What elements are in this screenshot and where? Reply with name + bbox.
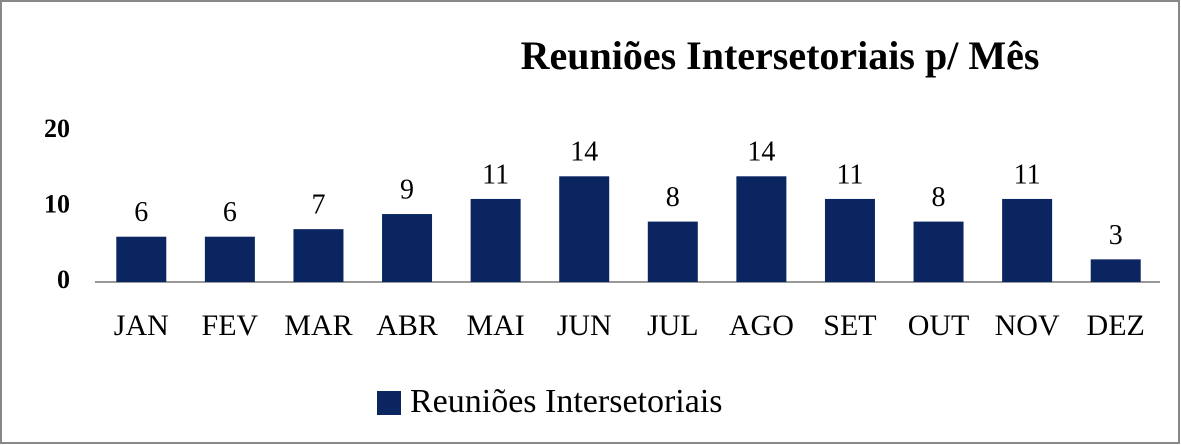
x-tick-label: MAI (466, 309, 524, 342)
bar (647, 221, 698, 282)
bar (293, 229, 344, 282)
data-label: 7 (311, 190, 325, 221)
x-tick-label: AGO (729, 309, 794, 342)
y-tick-label: 10 (44, 189, 70, 218)
data-label: 6 (223, 197, 237, 228)
x-tick-label: JUN (557, 309, 612, 342)
data-label: 6 (134, 197, 148, 228)
x-tick-label: ABR (376, 309, 438, 342)
data-label: 11 (1014, 159, 1041, 190)
bar (824, 198, 875, 282)
x-tick-label: MAR (284, 309, 352, 342)
bar (470, 198, 521, 282)
bar (1002, 198, 1053, 282)
x-tick-label: DEZ (1087, 309, 1145, 342)
chart-title: Reuniões Intersetoriais p/ Mês (521, 33, 1040, 78)
y-tick-label: 0 (57, 265, 70, 294)
legend-label: Reuniões Intersetoriais (410, 383, 723, 420)
legend-swatch (377, 391, 401, 415)
data-label: 11 (482, 159, 509, 190)
data-label: 11 (836, 159, 863, 190)
data-label: 8 (932, 182, 946, 213)
data-label: 3 (1109, 220, 1123, 251)
x-tick-label: FEV (202, 309, 259, 342)
data-label: 14 (570, 137, 598, 168)
x-tick-label: OUT (908, 309, 970, 342)
bar (736, 176, 787, 282)
data-label: 14 (747, 137, 775, 168)
bar (116, 236, 167, 282)
x-tick-label: JUL (647, 309, 699, 342)
x-tick-label: NOV (995, 309, 1060, 342)
data-label: 9 (400, 174, 414, 205)
bar (1090, 259, 1141, 282)
bar (913, 221, 964, 282)
x-tick-label: JAN (114, 309, 169, 342)
bar (559, 176, 610, 282)
y-tick-label: 20 (44, 114, 70, 143)
bar (204, 236, 255, 282)
bar (382, 214, 433, 282)
x-tick-label: SET (823, 309, 876, 342)
data-label: 8 (666, 182, 680, 213)
